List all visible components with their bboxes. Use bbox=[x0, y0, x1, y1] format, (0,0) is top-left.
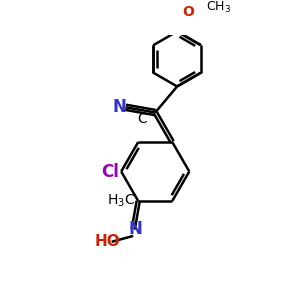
Text: C: C bbox=[137, 112, 147, 126]
Text: N: N bbox=[129, 220, 143, 238]
Text: HO: HO bbox=[95, 234, 121, 249]
Text: O: O bbox=[182, 5, 194, 19]
Text: CH$_3$: CH$_3$ bbox=[206, 0, 231, 14]
Text: H$_3$C: H$_3$C bbox=[107, 193, 135, 209]
Text: N: N bbox=[113, 98, 127, 116]
Text: Cl: Cl bbox=[101, 163, 119, 181]
